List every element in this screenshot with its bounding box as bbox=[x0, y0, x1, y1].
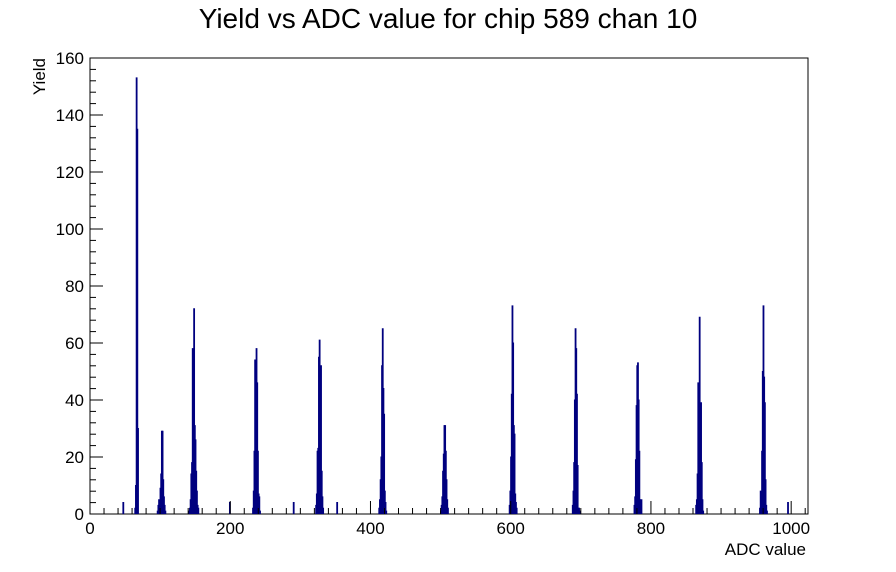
x-tick-label: 600 bbox=[497, 519, 525, 538]
histogram-bin bbox=[256, 382, 259, 514]
y-tick-label: 20 bbox=[65, 448, 84, 467]
y-axis: 0 20 40 60 80 100 120 140 160 bbox=[56, 49, 103, 524]
histogram-bin bbox=[576, 393, 578, 514]
histogram-bin bbox=[384, 502, 387, 514]
histogram-bin bbox=[292, 502, 295, 514]
x-tick-label: 0 bbox=[85, 519, 94, 538]
x-axis-label: ADC value bbox=[725, 540, 806, 559]
histogram-bin bbox=[197, 507, 200, 514]
histogram-bin bbox=[259, 510, 261, 514]
histogram-bin bbox=[445, 479, 448, 514]
y-tick-label: 160 bbox=[56, 49, 84, 68]
histogram-bin bbox=[322, 507, 325, 514]
histogram-bin bbox=[639, 499, 641, 514]
histogram-bin bbox=[765, 504, 768, 514]
histogram-bin bbox=[196, 490, 198, 514]
histogram-bin bbox=[700, 402, 702, 514]
y-tick-label: 60 bbox=[65, 334, 84, 353]
histogram-bin bbox=[702, 510, 705, 514]
y-tick-label: 0 bbox=[75, 505, 84, 524]
x-tick-label: 1000 bbox=[772, 519, 810, 538]
histogram-bin bbox=[700, 462, 703, 514]
x-tick-label: 800 bbox=[637, 519, 665, 538]
histogram-bin bbox=[763, 402, 766, 514]
histogram-bin bbox=[137, 427, 139, 514]
histogram-bin bbox=[161, 430, 164, 514]
histogram-bin bbox=[257, 450, 259, 514]
histogram-bin bbox=[701, 499, 704, 514]
x-tick-label: 400 bbox=[356, 519, 384, 538]
histogram-bin bbox=[193, 308, 196, 514]
histogram-bin bbox=[447, 507, 449, 514]
histogram-bin bbox=[122, 502, 125, 514]
histogram-bin bbox=[578, 510, 581, 514]
chart-title: Yield vs ADC value for chip 589 chan 10 bbox=[199, 3, 698, 34]
histogram-bin bbox=[766, 510, 768, 514]
y-axis-label: Yield bbox=[30, 58, 49, 95]
y-tick-label: 120 bbox=[56, 163, 84, 182]
histogram-bin bbox=[764, 479, 767, 514]
histogram-bin bbox=[383, 413, 386, 514]
histogram-bin bbox=[164, 510, 167, 514]
histogram-bin bbox=[640, 499, 643, 514]
histogram-bin bbox=[576, 465, 579, 514]
histogram-bin bbox=[163, 504, 166, 514]
histogram-bin bbox=[320, 470, 323, 514]
histogram-bin bbox=[136, 128, 139, 514]
x-tick-label: 200 bbox=[216, 519, 244, 538]
histogram-bin bbox=[515, 507, 518, 514]
histogram-bin bbox=[385, 510, 388, 514]
y-tick-label: 100 bbox=[56, 220, 84, 239]
histogram-bin bbox=[321, 496, 324, 514]
y-tick-label: 40 bbox=[65, 391, 84, 410]
histogram-bin bbox=[638, 450, 641, 514]
histogram-bin bbox=[320, 365, 322, 514]
histogram-bin bbox=[513, 433, 516, 514]
histogram-bin bbox=[787, 502, 789, 514]
y-tick-label: 140 bbox=[56, 106, 84, 125]
histogram-bin bbox=[446, 499, 449, 514]
histogram-bin bbox=[336, 502, 339, 514]
y-tick-label: 80 bbox=[65, 277, 84, 296]
histogram-bars bbox=[122, 77, 789, 514]
histogram-bin bbox=[258, 496, 261, 514]
x-axis: 0 200 400 600 800 1000 bbox=[85, 501, 810, 538]
